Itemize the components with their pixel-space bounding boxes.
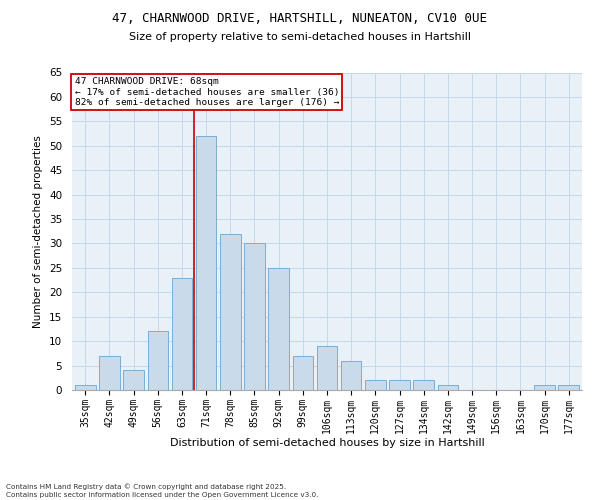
Bar [365,380,386,390]
Bar [317,346,337,390]
Text: Size of property relative to semi-detached houses in Hartshill: Size of property relative to semi-detach… [129,32,471,42]
Bar [559,385,579,390]
Bar [437,385,458,390]
Bar [341,360,361,390]
Bar [196,136,217,390]
Bar [534,385,555,390]
Bar [148,332,168,390]
Text: 47 CHARNWOOD DRIVE: 68sqm
← 17% of semi-detached houses are smaller (36)
82% of : 47 CHARNWOOD DRIVE: 68sqm ← 17% of semi-… [74,78,339,107]
Bar [75,385,95,390]
Bar [293,356,313,390]
Bar [220,234,241,390]
X-axis label: Distribution of semi-detached houses by size in Hartshill: Distribution of semi-detached houses by … [170,438,484,448]
Bar [172,278,192,390]
Bar [244,244,265,390]
Text: Contains HM Land Registry data © Crown copyright and database right 2025.
Contai: Contains HM Land Registry data © Crown c… [6,484,319,498]
Bar [268,268,289,390]
Bar [124,370,144,390]
Y-axis label: Number of semi-detached properties: Number of semi-detached properties [34,135,43,328]
Bar [99,356,120,390]
Bar [389,380,410,390]
Bar [413,380,434,390]
Text: 47, CHARNWOOD DRIVE, HARTSHILL, NUNEATON, CV10 0UE: 47, CHARNWOOD DRIVE, HARTSHILL, NUNEATON… [113,12,487,26]
